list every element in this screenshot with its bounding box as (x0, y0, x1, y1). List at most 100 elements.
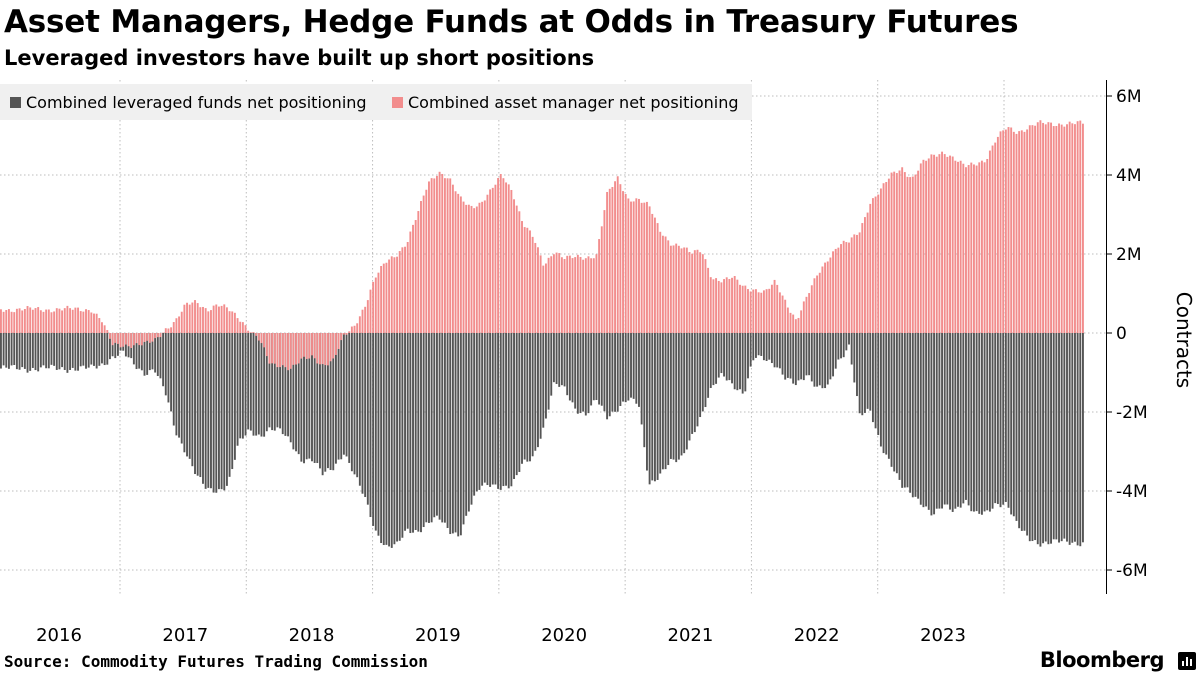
bar-leveraged-funds (566, 333, 569, 396)
bar-leveraged-funds (340, 333, 343, 460)
bar-asset-manager (77, 307, 79, 333)
bar-leveraged-funds (1042, 333, 1045, 544)
bar-asset-manager (696, 249, 699, 333)
bar-leveraged-funds (752, 333, 755, 361)
bar-asset-manager (340, 333, 343, 341)
bar-leveraged-funds (627, 333, 630, 401)
bar-leveraged-funds (988, 333, 991, 512)
bar-leveraged-funds (635, 333, 638, 404)
bar-leveraged-funds (7, 333, 10, 369)
bar-leveraged-funds (1050, 333, 1052, 544)
bar-leveraged-funds (465, 333, 468, 516)
bar-asset-manager (1018, 131, 1021, 333)
bar-leveraged-funds (66, 333, 69, 373)
bar-asset-manager (1052, 126, 1055, 333)
bar-leveraged-funds (0, 333, 2, 369)
bar-asset-manager (374, 277, 377, 333)
bar-leveraged-funds (1082, 333, 1084, 543)
bar-leveraged-funds (797, 333, 800, 381)
bar-leveraged-funds (263, 333, 266, 437)
bar-asset-manager (202, 306, 204, 333)
bar-asset-manager (994, 142, 997, 333)
bar-leveraged-funds (388, 333, 391, 547)
bar-leveraged-funds (616, 333, 619, 412)
bar-asset-manager (606, 191, 609, 333)
bar-leveraged-funds (965, 333, 967, 500)
bar-leveraged-funds (361, 333, 364, 494)
bar-leveraged-funds (1010, 333, 1013, 515)
bar-leveraged-funds (933, 333, 936, 515)
bar-asset-manager (622, 191, 624, 333)
bar-asset-manager (101, 322, 103, 333)
bar-asset-manager (893, 171, 896, 333)
bar-asset-manager (1026, 129, 1029, 333)
bar-asset-manager (1076, 121, 1079, 333)
bar-asset-manager (414, 220, 417, 333)
bar-leveraged-funds (776, 333, 779, 368)
bar-asset-manager (518, 211, 521, 333)
bar-asset-manager (225, 307, 228, 333)
bar-asset-manager (497, 178, 500, 333)
bar-leveraged-funds (850, 333, 853, 365)
bar-asset-manager (337, 333, 340, 350)
bar-leveraged-funds (568, 333, 571, 401)
bar-leveraged-funds (842, 333, 845, 358)
bar-leveraged-funds (412, 333, 414, 533)
bar-asset-manager (79, 311, 82, 333)
bar-leveraged-funds (47, 333, 50, 369)
bar-leveraged-funds (225, 333, 228, 486)
bar-asset-manager (467, 204, 470, 333)
bar-leveraged-funds (449, 333, 452, 535)
bar-asset-manager (412, 224, 414, 333)
bar-asset-manager (946, 156, 949, 333)
bar-asset-manager (529, 230, 531, 333)
bar-asset-manager (34, 308, 37, 333)
source-note: Source: Commodity Futures Trading Commis… (4, 652, 428, 671)
bar-leveraged-funds (212, 333, 215, 493)
bar-leveraged-funds (552, 333, 555, 383)
bar-leveraged-funds (87, 333, 90, 368)
bar-asset-manager (207, 311, 210, 333)
bar-asset-manager (10, 311, 13, 333)
bar-leveraged-funds (417, 333, 420, 532)
bar-leveraged-funds (794, 333, 797, 386)
bar-asset-manager (443, 178, 446, 333)
bar-asset-manager (927, 158, 930, 333)
bar-leveraged-funds (749, 333, 752, 367)
bar-asset-manager (470, 205, 473, 333)
bar-asset-manager (303, 333, 305, 357)
bar-leveraged-funds (537, 333, 539, 448)
bar-leveraged-funds (26, 333, 29, 373)
bar-asset-manager (103, 325, 106, 333)
bar-asset-manager (382, 263, 385, 333)
bar-leveraged-funds (58, 333, 61, 370)
bar-asset-manager (781, 295, 784, 333)
bar-asset-manager (611, 187, 614, 333)
bar-leveraged-funds (741, 333, 744, 394)
bar-leveraged-funds (731, 333, 733, 384)
bar-asset-manager (800, 310, 803, 333)
bar-leveraged-funds (321, 333, 324, 476)
bar-leveraged-funds (372, 333, 375, 526)
bar-asset-manager (911, 176, 914, 333)
bar-leveraged-funds (101, 333, 103, 364)
brand-logo-text: Bloomberg (1039, 648, 1165, 672)
bar-leveraged-funds (919, 333, 922, 505)
bar-asset-manager (877, 194, 880, 333)
bar-leveraged-funds (789, 333, 792, 379)
bar-leveraged-funds (207, 333, 210, 488)
bar-asset-manager (627, 198, 630, 333)
bar-leveraged-funds (890, 333, 893, 467)
bar-asset-manager (138, 333, 141, 346)
bar-asset-manager (265, 333, 268, 357)
bar-leveraged-funds (816, 333, 819, 387)
bar-asset-manager (1004, 129, 1007, 333)
bar-asset-manager (233, 312, 236, 333)
legend-swatch-asset-manager (392, 96, 403, 108)
bar-asset-manager (770, 284, 773, 333)
bar-asset-manager (289, 333, 292, 369)
bar-asset-manager (579, 256, 582, 333)
bar-leveraged-funds (138, 333, 141, 369)
bar-leveraged-funds (677, 333, 680, 460)
bar-leveraged-funds (805, 333, 808, 376)
